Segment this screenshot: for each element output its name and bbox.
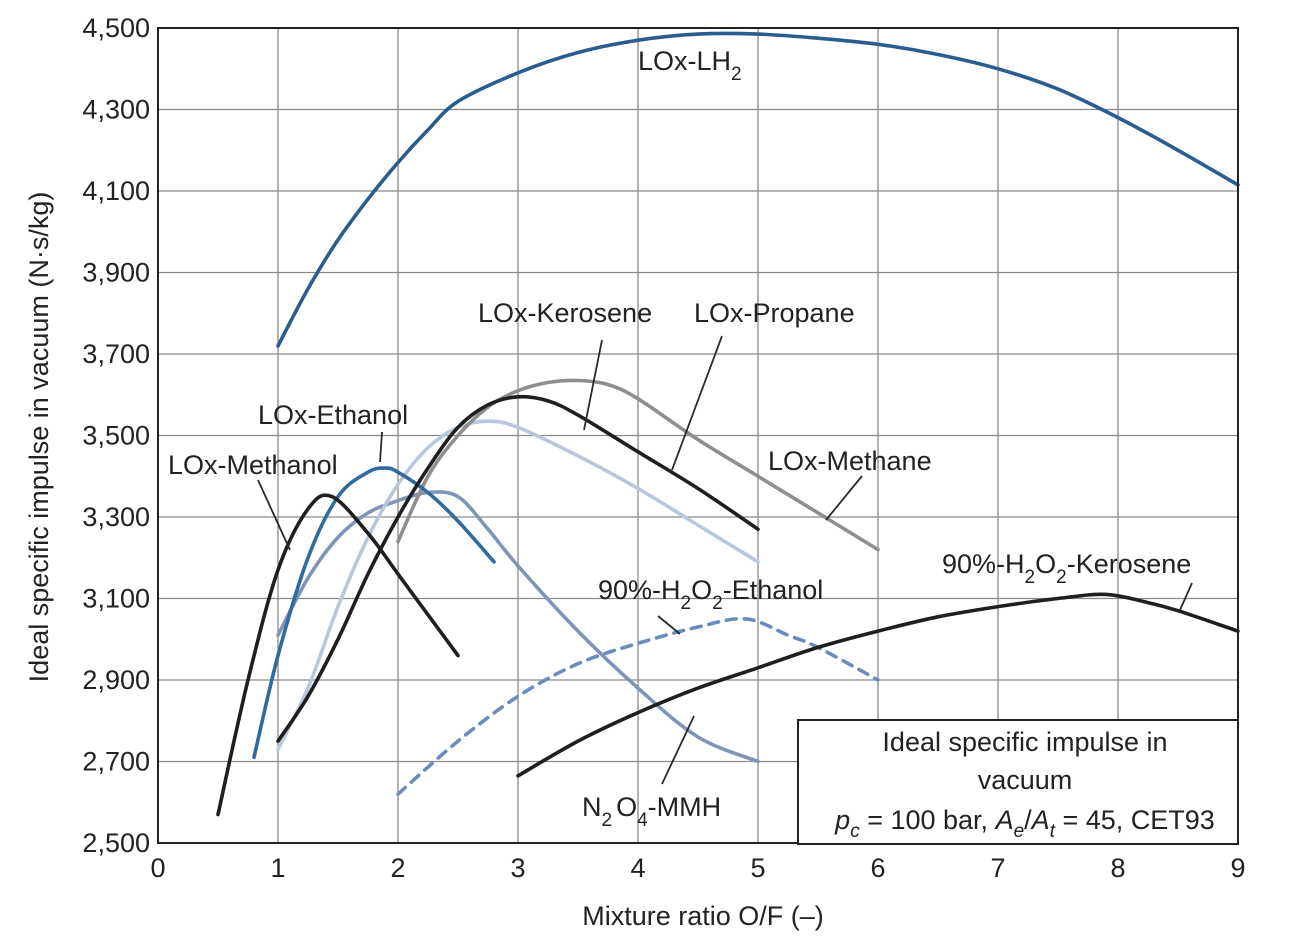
y-tick-label: 3,300	[82, 502, 150, 532]
series-label-lox-kerosene: LOx-Kerosene	[478, 298, 652, 328]
y-tick-label: 3,500	[82, 421, 150, 451]
y-tick-label: 4,300	[82, 95, 150, 125]
x-tick-label: 3	[510, 853, 525, 883]
series-label-h2o2-kerosene: 90%-H2O2-Kerosene	[942, 549, 1191, 588]
label-leader	[671, 335, 723, 471]
x-tick-label: 1	[270, 853, 285, 883]
plot-frame	[157, 27, 1239, 844]
y-tick-label: 3,100	[82, 584, 150, 614]
info-box-frame	[797, 719, 1239, 845]
y-tick-label: 2,500	[82, 828, 150, 858]
series-line-n-o-mmh	[276, 490, 760, 764]
series-line-90-h-o-ethanol	[396, 616, 880, 796]
series-line-lox-kerosene	[276, 394, 760, 743]
label-leader-lines	[257, 335, 1193, 785]
x-tick-label: 2	[390, 853, 405, 883]
label-leader	[825, 475, 863, 521]
x-tick-label: 0	[150, 853, 165, 883]
label-leader	[657, 615, 681, 635]
x-tick-label: 8	[1110, 853, 1125, 883]
series-label-lox-lh2: LOx-LH2	[638, 46, 742, 85]
label-leader	[661, 715, 695, 785]
info-box-line-2: vacuum	[978, 765, 1073, 795]
y-tick-labels: 2,500 2,700 2,900 3,100 3,300 3,500 3,700 3,900…	[82, 13, 150, 858]
y-tick-label: 4,500	[82, 13, 150, 43]
y-tick-label: 2,900	[82, 665, 150, 695]
y-tick-label: 2,700	[82, 747, 150, 777]
label-leader	[583, 339, 603, 431]
series-label-n2o4-mmh: N2 O4-MMH	[582, 792, 721, 831]
x-tick-label: 9	[1230, 853, 1245, 883]
label-leader	[257, 479, 291, 551]
x-tick-labels: 0 1 2 3 4 5 6 7 8 9	[150, 853, 1245, 883]
series-line-lox-ethanol	[252, 466, 496, 760]
info-box-line-1: Ideal specific impulse in	[882, 727, 1167, 757]
series-line-lox-methanol	[216, 493, 460, 817]
y-tick-label: 3,700	[82, 339, 150, 369]
label-leader	[1179, 582, 1193, 611]
series-line-lox-lh	[276, 31, 1240, 348]
info-box-line-3: pc = 100 bar, Ae/At = 45, CET93	[834, 805, 1215, 842]
x-tick-label: 7	[990, 853, 1005, 883]
label-leader	[379, 431, 383, 463]
y-axis-label: Ideal specific impulse in vacuum (N·s/kg…	[24, 192, 54, 683]
series-label-lox-propane: LOx-Propane	[694, 298, 855, 328]
x-axis-label: Mixture ratio O/F (–)	[582, 901, 824, 931]
series-label-lox-methane: LOx-Methane	[768, 446, 932, 476]
series-label-lox-ethanol: LOx-Ethanol	[258, 400, 408, 430]
series-line-90-h-o-kerosene	[516, 592, 1240, 778]
y-tick-label: 3,900	[82, 258, 150, 288]
series-label-lox-methanol: LOx-Methanol	[168, 450, 338, 480]
series-line-lox-propane	[396, 378, 880, 552]
y-tick-label: 4,100	[82, 176, 150, 206]
series-group	[216, 31, 1240, 817]
x-tick-label: 6	[870, 853, 885, 883]
x-tick-label: 4	[630, 853, 645, 883]
series-label-h2o2-ethanol: 90%-H2O2-Ethanol	[598, 575, 823, 614]
info-box: Ideal specific impulse in vacuum pc = 10…	[797, 719, 1239, 845]
x-tick-label: 5	[750, 853, 765, 883]
